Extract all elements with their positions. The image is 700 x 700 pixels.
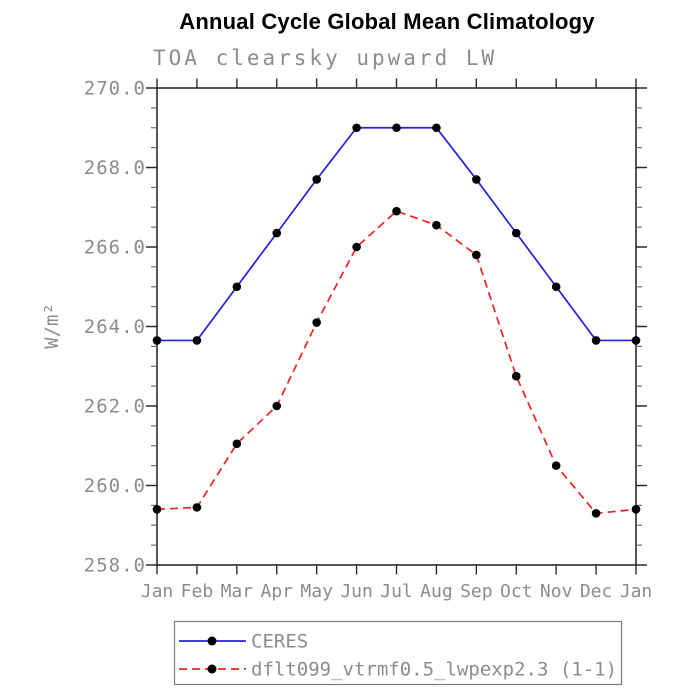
series-1-marker (392, 206, 401, 216)
series-0-marker (272, 228, 282, 238)
x-axis-tick-label: May (300, 581, 333, 602)
legend-marker (207, 664, 217, 674)
legend-label: CERES (251, 631, 308, 653)
x-axis-tick-label: Sep (460, 581, 493, 602)
y-axis-tick-label: 264.0 (84, 316, 146, 338)
x-axis-tick-label: Jan (620, 581, 653, 602)
plot-frame (156, 87, 637, 566)
x-axis-tick-label: Jun (340, 581, 373, 602)
series-0-marker (392, 123, 401, 133)
y-axis-tick-label: 258.0 (84, 555, 146, 577)
x-axis-tick-label: Feb (181, 581, 214, 602)
series-0-marker (511, 228, 521, 238)
series-1-marker (631, 505, 641, 514)
series-1-marker (472, 250, 481, 260)
series-1-marker (232, 439, 242, 449)
y-axis-tick-label: 262.0 (84, 396, 146, 418)
y-axis-tick-label: 266.0 (84, 237, 146, 259)
legend-label: dflt099_vtrmf0.5_lwpexp2.3 (1-1) (251, 659, 617, 681)
x-axis-tick-label: Dec (580, 581, 613, 602)
series-0-marker (472, 175, 481, 184)
series-1-marker (312, 318, 321, 327)
series-0-marker (192, 336, 202, 345)
series-1-line (156, 210, 637, 515)
legend-marker (207, 636, 217, 646)
x-axis-tick-label: Jul (380, 581, 413, 602)
legend-entry: CERES (179, 631, 308, 653)
series-0-marker (232, 282, 242, 292)
x-axis-tick-label: Mar (221, 581, 254, 602)
series-0-marker (591, 336, 601, 345)
series-0-marker (152, 336, 162, 345)
series-1-marker (272, 401, 282, 411)
series-0-marker (551, 282, 561, 292)
series-1-marker (152, 505, 162, 514)
chart-title: Annual Cycle Global Mean Climatology (179, 9, 595, 34)
series-0-marker (631, 336, 641, 345)
series-1-marker (192, 503, 202, 512)
y-axis-tick-label: 260.0 (84, 475, 146, 497)
y-axis-title: W/m² (41, 303, 63, 349)
chart-subtitle: TOA clearsky upward LW (153, 46, 498, 70)
y-axis-tick-label: 268.0 (84, 157, 146, 179)
legend-entry: dflt099_vtrmf0.5_lwpexp2.3 (1-1) (179, 659, 617, 681)
y-axis-tick-label: 270.0 (84, 78, 146, 100)
series-1-marker (432, 220, 441, 230)
series-1-marker (591, 509, 601, 518)
x-axis-tick-label: Apr (260, 581, 293, 602)
series-0-marker (312, 175, 321, 184)
x-axis-tick-label: Nov (540, 581, 573, 602)
legend-box (173, 620, 623, 686)
x-axis-tick-label: Aug (420, 581, 453, 602)
series-0-line (157, 126, 636, 342)
x-axis-tick-label: Jan (141, 581, 174, 602)
x-axis-tick-label: Oct (500, 581, 533, 602)
series-0-marker (352, 123, 361, 133)
series-1-marker (511, 371, 521, 381)
series-1-marker (352, 242, 361, 252)
series-0-marker (432, 123, 441, 133)
series-1-marker (551, 461, 561, 470)
